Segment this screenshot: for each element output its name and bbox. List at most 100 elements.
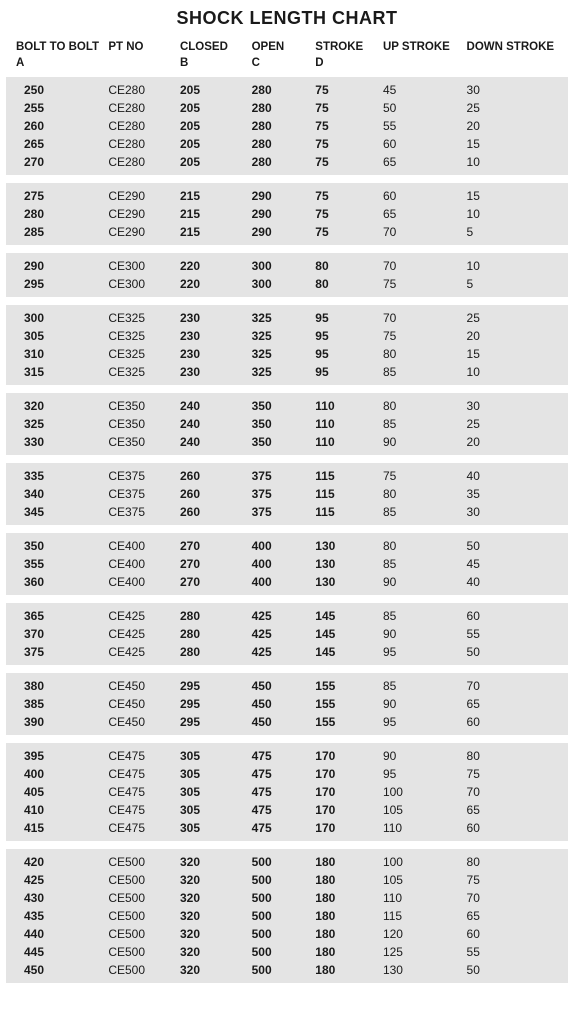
table-cell: 145 xyxy=(309,645,377,659)
table-cell: 320 xyxy=(174,873,246,887)
table-cell: 70 xyxy=(377,225,461,239)
table-cell: 110 xyxy=(309,417,377,431)
table-cell: 425 xyxy=(246,609,310,623)
table-cell: 170 xyxy=(309,785,377,799)
table-row: 280CE290215290756510 xyxy=(6,205,568,223)
table-cell: 450 xyxy=(246,715,310,729)
table-cell: 10 xyxy=(461,155,564,169)
table-cell: 60 xyxy=(377,137,461,151)
table-cell: 230 xyxy=(174,347,246,361)
table-cell: 170 xyxy=(309,821,377,835)
table-row: 260CE280205280755520 xyxy=(6,117,568,135)
table-cell: 320 xyxy=(174,909,246,923)
table-cell: CE500 xyxy=(102,873,174,887)
table-cell: CE425 xyxy=(102,645,174,659)
table-cell: 270 xyxy=(174,557,246,571)
table-cell: 500 xyxy=(246,891,310,905)
table-cell: CE350 xyxy=(102,417,174,431)
table-cell: 280 xyxy=(246,155,310,169)
table-cell: 325 xyxy=(246,329,310,343)
col-sub-6 xyxy=(461,57,564,69)
table-row: 375CE4252804251459550 xyxy=(6,643,568,661)
table-cell: 75 xyxy=(377,469,461,483)
table-row: 365CE4252804251458560 xyxy=(6,607,568,625)
table-cell: 40 xyxy=(461,575,564,589)
table-cell: 60 xyxy=(461,927,564,941)
col-header-down-stroke: DOWN STROKE xyxy=(461,41,564,53)
table-cell: 85 xyxy=(377,557,461,571)
table-row: 435CE50032050018011565 xyxy=(6,907,568,925)
table-cell: 15 xyxy=(461,347,564,361)
table-cell: 205 xyxy=(174,155,246,169)
table-cell: 215 xyxy=(174,189,246,203)
table-cell: 400 xyxy=(246,575,310,589)
table-cell: 280 xyxy=(246,101,310,115)
table-cell: 445 xyxy=(10,945,102,959)
table-cell: 240 xyxy=(174,399,246,413)
table-cell: CE290 xyxy=(102,189,174,203)
table-cell: 415 xyxy=(10,821,102,835)
col-sub-d: D xyxy=(309,57,377,69)
table-cell: 215 xyxy=(174,225,246,239)
table-cell: 75 xyxy=(377,329,461,343)
table-cell: 205 xyxy=(174,101,246,115)
table-cell: 285 xyxy=(10,225,102,239)
table-cell: 60 xyxy=(461,609,564,623)
table-cell: 105 xyxy=(377,803,461,817)
table-cell: 500 xyxy=(246,855,310,869)
table-cell: 75 xyxy=(309,119,377,133)
table-cell: CE500 xyxy=(102,945,174,959)
table-cell: 65 xyxy=(461,697,564,711)
table-cell: 180 xyxy=(309,855,377,869)
table-cell: 280 xyxy=(174,609,246,623)
table-row: 285CE29021529075705 xyxy=(6,223,568,241)
table-group: 300CE325230325957025305CE325230325957520… xyxy=(6,305,568,385)
table-cell: 310 xyxy=(10,347,102,361)
table-cell: 50 xyxy=(461,539,564,553)
table-cell: 280 xyxy=(10,207,102,221)
col-sub-5 xyxy=(377,57,461,69)
table-cell: 130 xyxy=(309,539,377,553)
table-cell: 390 xyxy=(10,715,102,729)
table-cell: 30 xyxy=(461,505,564,519)
table-cell: 325 xyxy=(246,365,310,379)
col-header-open: OPEN xyxy=(246,41,310,53)
table-cell: 230 xyxy=(174,365,246,379)
table-cell: 130 xyxy=(377,963,461,977)
table-cell: 80 xyxy=(377,399,461,413)
table-cell: 45 xyxy=(461,557,564,571)
table-cell: CE450 xyxy=(102,679,174,693)
table-cell: 125 xyxy=(377,945,461,959)
table-body: 250CE280205280754530255CE280205280755025… xyxy=(6,77,568,983)
table-cell: 85 xyxy=(377,417,461,431)
table-group: 290CE300220300807010295CE30022030080755 xyxy=(6,253,568,297)
table-cell: 320 xyxy=(174,891,246,905)
table-cell: 90 xyxy=(377,435,461,449)
table-cell: 440 xyxy=(10,927,102,941)
table-cell: 260 xyxy=(174,505,246,519)
table-cell: 45 xyxy=(377,83,461,97)
table-cell: 265 xyxy=(10,137,102,151)
table-row: 420CE50032050018010080 xyxy=(6,853,568,871)
table-cell: 70 xyxy=(461,891,564,905)
table-cell: 340 xyxy=(10,487,102,501)
table-cell: 305 xyxy=(174,803,246,817)
table-cell: 80 xyxy=(309,259,377,273)
table-cell: 500 xyxy=(246,963,310,977)
table-cell: CE325 xyxy=(102,365,174,379)
table-cell: 180 xyxy=(309,891,377,905)
table-cell: CE400 xyxy=(102,539,174,553)
table-cell: CE280 xyxy=(102,119,174,133)
table-cell: 305 xyxy=(10,329,102,343)
table-cell: 145 xyxy=(309,627,377,641)
table-cell: CE290 xyxy=(102,225,174,239)
col-sub-c: C xyxy=(246,57,310,69)
table-cell: 75 xyxy=(309,225,377,239)
table-cell: 325 xyxy=(246,311,310,325)
table-cell: 435 xyxy=(10,909,102,923)
table-row: 295CE30022030080755 xyxy=(6,275,568,293)
table-cell: 320 xyxy=(10,399,102,413)
table-row: 445CE50032050018012555 xyxy=(6,943,568,961)
table-cell: 475 xyxy=(246,749,310,763)
table-cell: 500 xyxy=(246,873,310,887)
